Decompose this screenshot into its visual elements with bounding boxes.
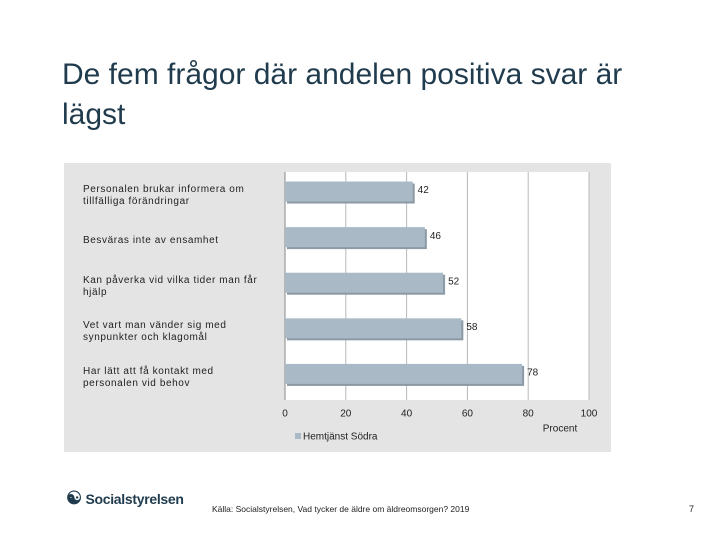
slide-title: De fem frågor där andelen positiva svar … [62, 58, 623, 131]
value-label: 46 [430, 231, 442, 242]
value-label: 42 [418, 185, 430, 196]
category-label: Har lätt att få kontakt med personalen v… [83, 365, 214, 389]
category-label: Personalen brukar informera om tillfälli… [83, 183, 245, 207]
category-label: Kan påverka vid vilka tider man får hjäl… [83, 274, 258, 298]
category-label: Vet vart man vänder sig med synpunkter o… [83, 320, 227, 344]
legend-label: Hemtjänst Södra [303, 432, 378, 443]
value-label: 58 [466, 322, 478, 333]
category-label: Besväras inte av ensamhet [83, 235, 219, 247]
legend-swatch [295, 433, 301, 439]
bar [285, 272, 444, 293]
source: Källa: Socialstyrelsen, Vad tycker de äl… [212, 504, 470, 514]
x-tick-label: 60 [462, 409, 474, 420]
x-tick-label: 0 [282, 409, 288, 420]
bar [285, 181, 413, 202]
x-axis-label: Procent [543, 424, 578, 435]
value-label: 52 [448, 276, 460, 287]
page-number: 7 [689, 504, 695, 514]
value-label: 78 [527, 368, 539, 379]
x-tick-label: 80 [523, 409, 535, 420]
x-tick-label: 20 [340, 409, 352, 420]
x-tick-label: 40 [401, 409, 413, 420]
x-tick-label: 100 [581, 409, 598, 420]
logo-icon: ☯ [66, 488, 82, 508]
logo: ☯ Socialstyrelsen [66, 488, 184, 509]
bar [285, 318, 462, 339]
bar [285, 363, 523, 384]
bar [285, 227, 425, 248]
logo-text: Socialstyrelsen [85, 491, 184, 507]
